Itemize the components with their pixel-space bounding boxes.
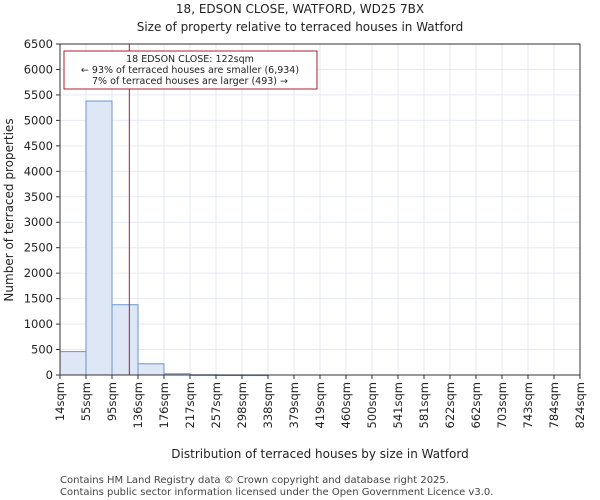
y-tick-label-13: 6500 [24, 37, 53, 51]
x-tick-label-4: 176sqm [157, 382, 171, 428]
x-tick-label-11: 460sqm [339, 382, 353, 428]
y-axis-label: Number of terraced properties [2, 118, 16, 301]
footer-line-2: Contains public sector information licen… [60, 487, 493, 498]
y-tick-label-4: 2000 [24, 266, 53, 280]
chart-subtitle: Size of property relative to terraced ho… [137, 20, 464, 34]
x-tick-label-12: 500sqm [365, 382, 379, 428]
x-tick-label-16: 662sqm [469, 382, 483, 428]
annotation-line-2: ← 93% of terraced houses are smaller (6,… [81, 65, 299, 76]
x-axis-label: Distribution of terraced houses by size … [171, 447, 468, 461]
bar-14sqm [59, 351, 87, 376]
x-tick-label-10: 419sqm [313, 382, 327, 428]
y-tick-label-10: 5000 [24, 113, 53, 127]
y-tick-label-6: 3000 [24, 215, 53, 229]
bar-136sqm [137, 363, 165, 376]
x-tick-label-2: 95sqm [105, 382, 119, 421]
y-tick-label-0: 0 [46, 368, 53, 382]
x-tick-label-18: 743sqm [521, 382, 535, 428]
y-tick-label-1: 500 [31, 343, 53, 357]
x-tick-label-9: 379sqm [287, 382, 301, 428]
x-tick-label-8: 338sqm [261, 382, 275, 428]
y-tick-label-3: 1500 [24, 292, 53, 306]
bars [59, 100, 269, 377]
annotation-line-1: 18 EDSON CLOSE: 122sqm [126, 54, 254, 65]
y-axis-ticks: 0 500 1000 1500 2000 2500 3000 3500 4000 4500 5000… [24, 37, 60, 382]
x-tick-label-0: 14sqm [53, 382, 67, 421]
x-tick-label-13: 541sqm [391, 382, 405, 428]
x-tick-label-6: 257sqm [209, 382, 223, 428]
x-tick-label-5: 217sqm [183, 382, 197, 428]
annotation-box: 18 EDSON CLOSE: 122sqm ← 93% of terraced… [63, 50, 318, 90]
x-tick-label-3: 136sqm [131, 382, 145, 428]
y-tick-label-8: 4000 [24, 164, 53, 178]
x-tick-label-7: 298sqm [235, 382, 249, 428]
x-tick-label-14: 581sqm [417, 382, 431, 428]
bar-95sqm [111, 304, 139, 376]
x-tick-label-15: 622sqm [443, 382, 457, 428]
annotation-line-3: 7% of terraced houses are larger (493) → [92, 76, 288, 87]
x-tick-label-20: 824sqm [573, 382, 587, 428]
x-tick-label-17: 703sqm [495, 382, 509, 428]
x-tick-label-1: 55sqm [79, 382, 93, 421]
x-axis-ticks: 14sqm 55sqm 95sqm 136sqm 176sqm 217sqm 257sqm 2… [53, 375, 587, 428]
y-tick-label-2: 1000 [24, 317, 53, 331]
y-tick-label-5: 2500 [24, 241, 53, 255]
y-tick-label-7: 3500 [24, 190, 53, 204]
bar-55sqm [85, 100, 113, 376]
y-tick-label-9: 4500 [24, 139, 53, 153]
y-tick-label-11: 5500 [24, 88, 53, 102]
chart-title: 18, EDSON CLOSE, WATFORD, WD25 7BX [176, 2, 424, 16]
footer-line-1: Contains HM Land Registry data © Crown c… [60, 475, 449, 486]
y-tick-label-12: 6000 [24, 62, 53, 76]
x-tick-label-19: 784sqm [547, 382, 561, 428]
